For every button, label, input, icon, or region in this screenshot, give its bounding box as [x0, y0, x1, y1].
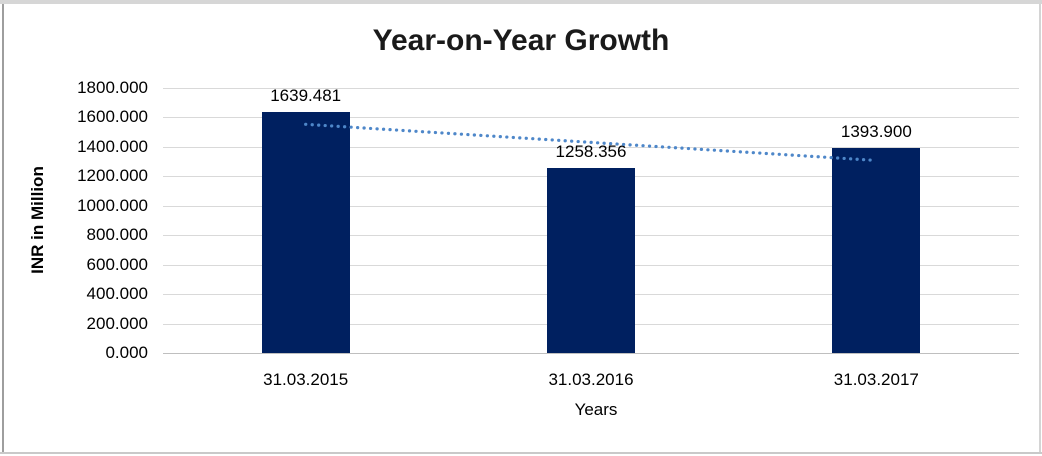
bar	[832, 147, 921, 353]
frame-border-left	[2, 4, 4, 454]
x-axis-title: Years	[574, 400, 618, 419]
y-axis-tick-label: 1000.000	[77, 195, 148, 215]
y-axis-tick-label: 1800.000	[77, 78, 148, 97]
y-axis-tick-label: 1600.000	[77, 107, 148, 127]
frame-border-top	[0, 0, 1042, 4]
frame-border-bottom	[0, 452, 1042, 454]
bar-value-label: 1258.356	[555, 141, 627, 161]
x-axis-line	[163, 353, 1019, 354]
x-axis-tick-label: 31.03.2017	[833, 370, 919, 389]
bar-value-label: 1393.900	[840, 121, 912, 141]
bar	[261, 111, 350, 353]
chart-title: Year-on-Year Growth	[372, 24, 670, 57]
y-axis-tick-label: 200.000	[86, 313, 148, 333]
x-axis-tick-label: 31.03.2016	[548, 370, 634, 389]
y-axis-tick-label: 600.000	[86, 254, 148, 274]
frame-border-right	[1039, 4, 1041, 454]
y-axis-tick-label: 0.000	[105, 343, 148, 362]
y-axis-tick-label: 1400.000	[77, 136, 148, 156]
y-axis-tick-label: 800.000	[86, 225, 148, 245]
bar-value-label: 1639.481	[270, 85, 342, 105]
y-axis-tick-label: 1200.000	[77, 166, 148, 186]
bar	[547, 167, 635, 353]
gridline	[163, 88, 1019, 89]
gridline	[163, 117, 1019, 119]
x-axis-tick-label: 31.03.2015	[263, 370, 349, 389]
y-axis-tick-label: 400.000	[86, 284, 148, 304]
